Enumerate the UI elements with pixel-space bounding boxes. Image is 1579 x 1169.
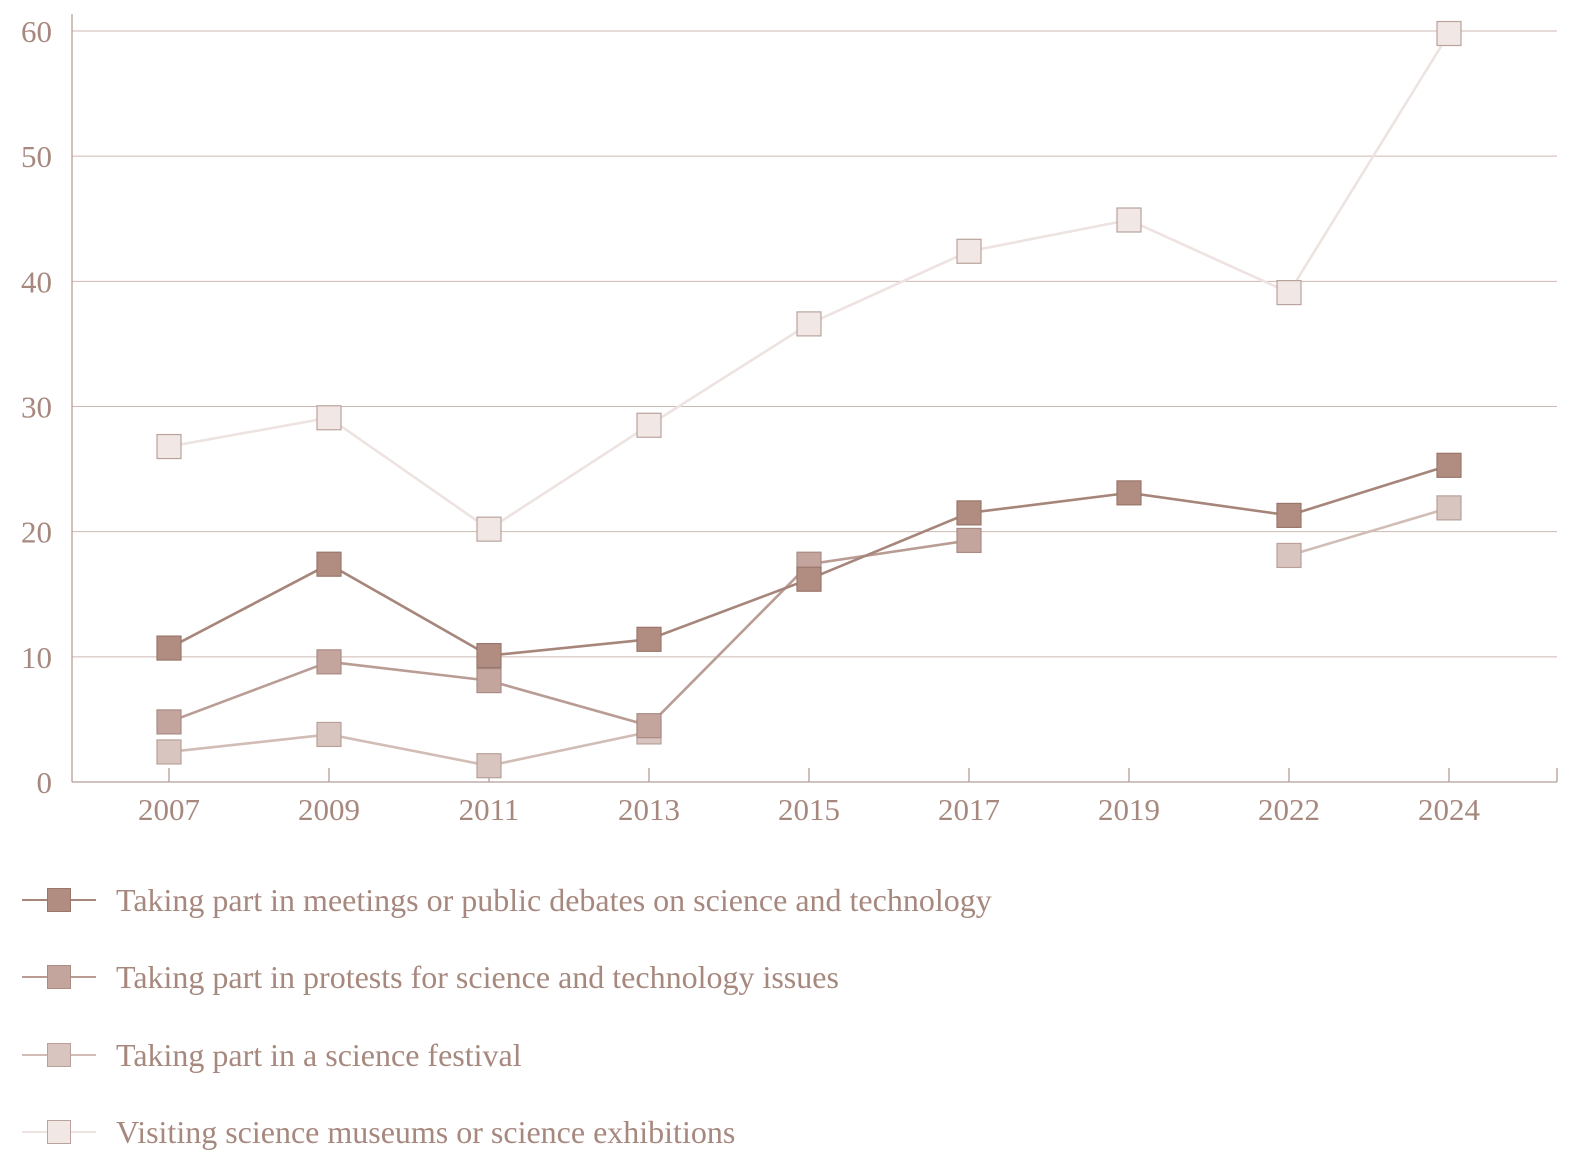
y-tick-label-20: 20 xyxy=(21,515,52,550)
axes xyxy=(71,14,1558,783)
series-1-point-2015 xyxy=(796,566,822,592)
series-1-point-2011 xyxy=(476,642,502,669)
y-tick-label-0: 0 xyxy=(37,765,53,800)
x-tick-label-2015: 2015 xyxy=(778,792,840,827)
legend-swatch-3 xyxy=(22,1035,96,1075)
y-tick-label-60: 60 xyxy=(21,14,52,49)
x-tick-label-2007: 2007 xyxy=(138,792,200,827)
series-3-line-2 xyxy=(1288,506,1450,557)
series-4-point-2015 xyxy=(796,311,822,337)
x-tick-label-2013: 2013 xyxy=(618,792,680,827)
series-3-point-2009 xyxy=(316,721,342,748)
data-markers xyxy=(156,20,1462,779)
legend-swatch-1 xyxy=(22,880,96,920)
series-3-point-2022 xyxy=(1276,542,1302,569)
series-4-point-2017 xyxy=(956,238,982,264)
legend-marker xyxy=(47,1120,71,1144)
series-1-point-2017 xyxy=(956,500,982,526)
legend: Taking part in meetings or public debate… xyxy=(0,860,1579,1169)
series-4-point-2024 xyxy=(1436,20,1462,47)
legend-marker xyxy=(47,1043,71,1067)
series-3-point-2024 xyxy=(1436,495,1462,521)
series-3-line-1 xyxy=(168,730,650,768)
x-tick-label-2011: 2011 xyxy=(459,792,520,827)
series-2-line-1 xyxy=(168,539,970,727)
series-2-point-2017 xyxy=(956,527,982,554)
legend-marker xyxy=(47,888,71,912)
legend-item-4: Visiting science museums or science exhi… xyxy=(22,1102,735,1162)
x-tick-label-2024: 2024 xyxy=(1418,792,1481,827)
tick-labels: 0 10 20 30 40 50 60 2007 2009 2011 2013 2015 2017 201… xyxy=(21,14,1481,827)
series-4-point-2019 xyxy=(1116,207,1142,233)
series-1-point-2007 xyxy=(156,635,182,661)
series-1-point-2024 xyxy=(1436,452,1462,478)
series-2-point-2013 xyxy=(636,713,662,739)
series-2-point-2011 xyxy=(476,668,502,694)
legend-label: Taking part in protests for science and … xyxy=(116,958,839,995)
series-1-point-2009 xyxy=(316,551,342,577)
y-tick-label-30: 30 xyxy=(21,390,52,425)
line-chart: 0 10 20 30 40 50 60 2007 2009 2011 2013 2015 2017 201… xyxy=(21,14,1558,827)
series-3-point-2007 xyxy=(156,739,182,765)
series-2-point-2007 xyxy=(156,709,182,735)
series-4-point-2022 xyxy=(1276,279,1302,306)
legend-label: Taking part in meetings or public debate… xyxy=(116,881,992,918)
legend-item-3: Taking part in a science festival xyxy=(22,1025,522,1085)
x-tick-label-2022: 2022 xyxy=(1258,792,1320,827)
series-2-point-2009 xyxy=(316,649,342,675)
series-lines xyxy=(168,32,1451,768)
series-4-point-2007 xyxy=(156,433,182,460)
legend-item-2: Taking part in protests for science and … xyxy=(22,947,839,1007)
legend-item-1: Taking part in meetings or public debate… xyxy=(22,870,992,930)
x-tick-label-2019: 2019 xyxy=(1098,792,1160,827)
x-tick-label-2017: 2017 xyxy=(938,792,1000,827)
x-tick-label-2009: 2009 xyxy=(298,792,360,827)
series-4-point-2013 xyxy=(636,412,662,438)
series-3-point-2011 xyxy=(476,753,502,779)
legend-label: Taking part in a science festival xyxy=(116,1036,522,1073)
series-1-point-2013 xyxy=(636,626,662,652)
series-1-point-2022 xyxy=(1276,502,1302,528)
y-tick-label-50: 50 xyxy=(21,139,52,174)
legend-marker xyxy=(47,965,71,989)
legend-label: Visiting science museums or science exhi… xyxy=(116,1113,736,1150)
y-tick-label-40: 40 xyxy=(21,264,52,299)
legend-swatch-2 xyxy=(22,957,96,997)
series-4-point-2009 xyxy=(316,405,342,431)
legend-swatch-4 xyxy=(22,1112,96,1152)
y-tick-label-10: 10 xyxy=(21,640,52,675)
series-4-point-2011 xyxy=(476,516,502,542)
series-1-point-2019 xyxy=(1116,480,1142,506)
